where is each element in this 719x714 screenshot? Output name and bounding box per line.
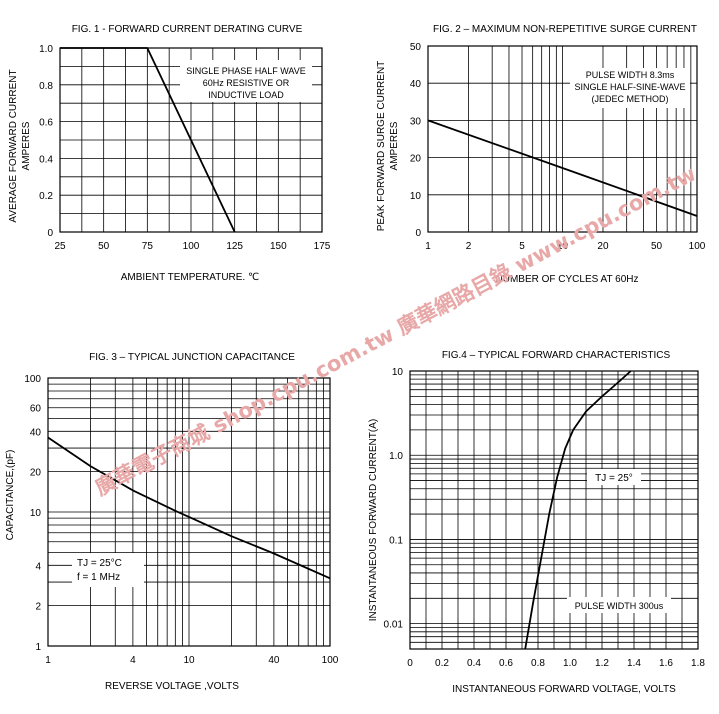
fig2-annotation-line: PULSE WIDTH 8.3ms — [586, 70, 675, 80]
fig2-annotation-line: (JEDEC METHOD) — [592, 94, 669, 104]
fig4-ylabel: INSTANTANEOUS FORWARD CURRENT(A) — [368, 419, 379, 621]
fig2-plot-frame — [427, 45, 698, 233]
fig3-xtick-label: 100 — [322, 655, 339, 666]
fig1-ytick-label: 0.4 — [39, 154, 53, 165]
fig3-ytick-label: 100 — [24, 374, 41, 385]
fig4-title: FIG.4 – TYPICAL FORWARD CHARACTERISTICS — [442, 350, 671, 361]
fig3-curve-0 — [47, 436, 331, 580]
fig2-title: FIG. 2 – MAXIMUM NON-REPETITIVE SURGE CU… — [433, 24, 697, 35]
fig1-annotation-line: SINGLE PHASE HALF WAVE — [186, 66, 306, 76]
fig4-tj-label-box — [587, 469, 641, 485]
fig4-ytick-label: 0.1 — [389, 535, 403, 546]
fig4-xtick-label: 0.2 — [435, 658, 449, 669]
fig3-annotation-box — [72, 553, 144, 587]
fig2-xtick-label: 10 — [557, 241, 569, 252]
fig3-annotation-line: f = 1 MHz — [77, 572, 120, 583]
fig2-xtick-label: 50 — [651, 241, 663, 252]
fig4-pulse-label: PULSE WIDTH 300us — [575, 601, 664, 611]
fig3-grid — [47, 377, 331, 647]
fig1-chart: 25 50 75 100 125 150 175 0 0.2 0.4 0.6 0.8 1.0 FIG. 1… — [8, 24, 331, 283]
fig1-ytick-label: 0.6 — [39, 118, 53, 129]
fig3-ytick-label: 10 — [30, 508, 42, 519]
fig1-annotation-line: 60Hz RESISTIVE OR — [203, 78, 290, 88]
fig2-ylabel: PEAK FORWARD SURGE CURRENT — [376, 61, 387, 232]
fig3-ytick-label: 1 — [35, 642, 41, 653]
fig2-ytick-label: 50 — [410, 42, 422, 53]
fig3-xtick-label: 10 — [183, 655, 195, 666]
fig4-ytick-label: 10 — [392, 367, 404, 378]
fig4-xtick-label: 0.4 — [467, 658, 481, 669]
fig3-ytick-label: 60 — [30, 404, 42, 415]
fig4-xtick-label: 1.8 — [691, 658, 705, 669]
fig2-xtick-label: 1 — [425, 241, 431, 252]
fig4-xtick-label: 0.6 — [499, 658, 513, 669]
fig3-xtick-label: 40 — [268, 655, 280, 666]
fig1-ylabel: AVERAGE FORWARD CURRENT — [8, 69, 19, 222]
fig1-curve-0 — [60, 47, 236, 233]
fig2-ytick-label: 10 — [410, 191, 422, 202]
fig1-xtick-label: 75 — [142, 241, 154, 252]
fig4-curve-0 — [524, 370, 632, 650]
fig2-xtick-label: 2 — [466, 241, 472, 252]
fig2-ytick-label: 20 — [410, 154, 422, 165]
fig3-ytick-label: 2 — [35, 602, 41, 613]
fig3-plot-frame — [47, 377, 331, 647]
fig1-xtick-label: 125 — [226, 241, 243, 252]
fig4-xtick-label: 1.6 — [659, 658, 673, 669]
fig2-ytick-label: 0 — [415, 228, 421, 239]
fig3-xlabel: REVERSE VOLTAGE ,VOLTS — [105, 681, 239, 692]
fig3-ytick-label: 4 — [35, 561, 41, 572]
fig1-xlabel: AMBIENT TEMPERATURE. ℃ — [121, 272, 259, 283]
fig2-curve-0 — [427, 119, 698, 217]
fig3-xtick-label: 1 — [45, 655, 51, 666]
fig1-ytick-label: 1.0 — [39, 44, 53, 55]
fig1-plot-frame — [59, 47, 323, 233]
fig1-ylabel: AMPERES — [21, 121, 32, 170]
fig3-ytick-label: 20 — [30, 468, 42, 479]
fig1-annotation-box — [180, 60, 312, 102]
fig2-annotation-line: SINGLE HALF-SINE-WAVE — [574, 82, 685, 92]
fig1-xtick-label: 50 — [98, 241, 110, 252]
fig1-xtick-label: 150 — [270, 241, 287, 252]
fig4-pulse-label-box — [567, 597, 671, 613]
fig4-xlabel: INSTANTANEOUS FORWARD VOLTAGE, VOLTS — [452, 684, 676, 695]
fig4-xtick-label: 0 — [407, 658, 413, 669]
fig4-chart: 0 0.2 0.4 0.6 0.8 1.0 1.2 1.4 1.6 1.8 0.01 0.1 1.0 10… — [368, 350, 705, 695]
fig3-annotation-line: TJ = 25°C — [77, 558, 122, 569]
fig1-ytick-label: 0.2 — [39, 191, 53, 202]
fig1-title: FIG. 1 - FORWARD CURRENT DERATING CURVE — [72, 24, 303, 35]
fig1-xtick-label: 25 — [54, 241, 66, 252]
fig3-title: FIG. 3 – TYPICAL JUNCTION CAPACITANCE — [89, 352, 295, 363]
watermark-layer: 廣華電子商城 shop.cpu.com.tw 廣華網路目錄 www.cpu.co… — [91, 161, 700, 500]
fig2-ytick-label: 40 — [410, 79, 422, 90]
fig1-xtick-label: 175 — [314, 241, 331, 252]
fig1-xtick-label: 100 — [183, 241, 200, 252]
fig3-chart: 1 4 10 40 100 1 2 4 10 20 40 60 100 FIG. 3 – TYPICAL … — [5, 352, 339, 692]
fig3-ytick-label: 40 — [30, 427, 42, 438]
fig2-xtick-label: 100 — [689, 241, 706, 252]
fig4-ytick-label: 0.01 — [384, 620, 404, 631]
fig4-xtick-label: 1.2 — [595, 658, 609, 669]
fig4-xtick-label: 1.0 — [563, 658, 577, 669]
fig1-annotation-line: INDUCTIVE LOAD — [208, 90, 284, 100]
fig2-annotation-box — [570, 68, 690, 108]
fig1-ytick-label: 0 — [47, 228, 53, 239]
fig4-xtick-label: 1.4 — [627, 658, 641, 669]
fig4-ytick-label: 1.0 — [389, 451, 403, 462]
fig2-ylabel: AMPERES — [389, 121, 400, 170]
watermark: 廣華電子商城 shop.cpu.com.tw 廣華網路目錄 www.cpu.co… — [91, 161, 700, 500]
fig4-xtick-label: 0.8 — [531, 658, 545, 669]
fig2-xlabel: NUMBER OF CYCLES AT 60Hz — [496, 274, 639, 285]
fig3-xtick-label: 4 — [130, 655, 136, 666]
fig2-xtick-label: 5 — [519, 241, 525, 252]
fig3-ylabel: CAPACITANCE,(pF) — [5, 450, 16, 541]
fig4-tj-label: TJ = 25° — [595, 473, 633, 484]
fig2-ytick-label: 30 — [410, 116, 422, 127]
fig2-xtick-label: 20 — [597, 241, 609, 252]
fig4-plot-frame — [409, 370, 699, 650]
fig2-chart: 1 2 5 10 20 50 100 0 10 20 30 40 50 FIG. 2 – MAXIMUM … — [376, 24, 706, 285]
fig1-ytick-label: 0.8 — [39, 81, 53, 92]
